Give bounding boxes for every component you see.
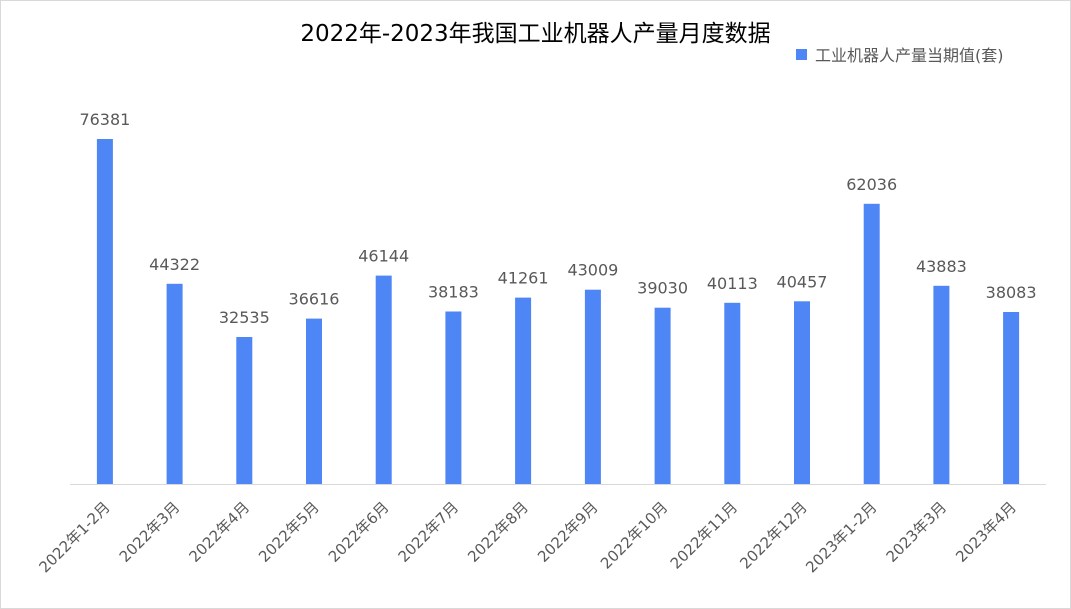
- x-tick-label: 2022年8月: [464, 498, 532, 566]
- data-label: 38183: [428, 283, 479, 302]
- bar: [166, 283, 183, 484]
- x-tick-label: 2022年11月: [667, 498, 741, 572]
- bar: [445, 311, 462, 484]
- legend-swatch: [796, 48, 807, 60]
- data-label: 38083: [986, 283, 1037, 302]
- bar: [96, 139, 113, 484]
- data-label: 76381: [79, 110, 130, 129]
- x-tick-label: 2022年12月: [736, 498, 810, 572]
- x-tick-label: 2022年7月: [395, 498, 463, 566]
- data-label: 40113: [707, 274, 758, 293]
- x-tick-label: 2023年1-2月: [802, 498, 880, 576]
- data-label: 40457: [777, 272, 828, 291]
- bar: [306, 318, 322, 484]
- x-tick-label: 2022年9月: [534, 498, 602, 566]
- x-tick-label: 2022年5月: [255, 498, 323, 566]
- bar: [1003, 312, 1020, 484]
- bar: [863, 203, 880, 485]
- x-tick-label: 2022年10月: [597, 498, 671, 572]
- data-label: 36616: [289, 290, 340, 309]
- bar: [933, 285, 950, 484]
- data-label: 32535: [219, 308, 270, 327]
- bar: [375, 275, 392, 484]
- data-label: 46144: [358, 247, 409, 266]
- data-label: 43883: [916, 257, 967, 276]
- x-tick-label: 2023年4月: [952, 498, 1020, 566]
- data-label: 43009: [567, 261, 618, 280]
- legend-label: 工业机器人产量当期值(套): [815, 46, 1004, 65]
- bar: [724, 302, 741, 484]
- bar: [515, 297, 532, 484]
- x-tick-label: 2022年6月: [325, 498, 393, 566]
- bar: [584, 289, 601, 484]
- data-label: 41261: [498, 269, 549, 288]
- bar: [654, 307, 671, 484]
- bar: [236, 337, 253, 484]
- data-label: 39030: [637, 279, 688, 298]
- x-tick-label: 2023年3月: [883, 498, 951, 566]
- x-tick-label: 2022年4月: [185, 498, 253, 566]
- data-label: 44322: [149, 255, 200, 274]
- x-tick-label: 2022年1-2月: [35, 498, 113, 576]
- bar: [794, 301, 810, 484]
- x-tick-label: 2022年3月: [116, 498, 184, 566]
- legend: 工业机器人产量当期值(套): [796, 42, 1004, 66]
- data-label: 62036: [846, 175, 897, 194]
- chart-title: 2022年-2023年我国工业机器人产量月度数据: [300, 21, 771, 47]
